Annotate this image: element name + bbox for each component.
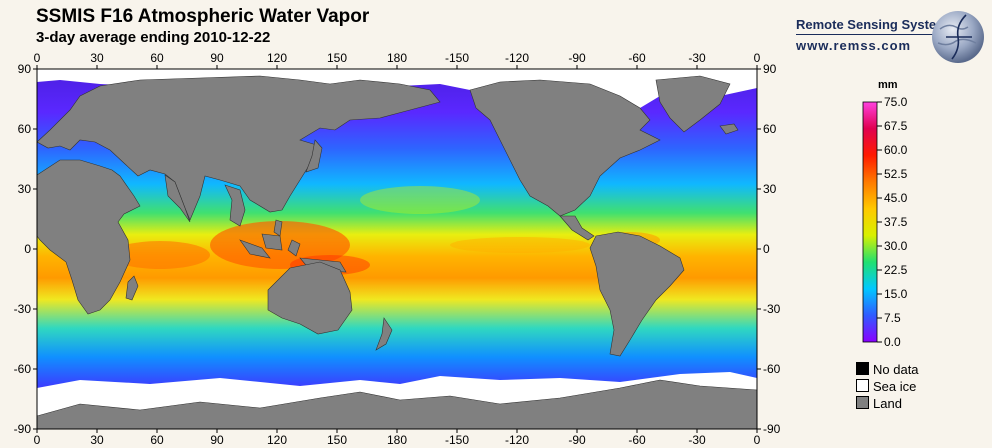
longitude-label-top: -90 <box>568 51 586 65</box>
longitude-label-top: 90 <box>210 51 224 65</box>
colorbar-tick-label: 0.0 <box>884 335 901 349</box>
latitude-label-left: -30 <box>14 302 32 316</box>
longitude-label-top: 0 <box>754 51 761 65</box>
colorbar-gradient <box>862 101 878 343</box>
longitude-label-top: 150 <box>327 51 347 65</box>
water-vapor-map: 0 30 60 90 120 150 180 -150 -120 -90 -60 -30 0 0 30 60… <box>14 51 781 447</box>
indian-ocean-hotspot <box>110 241 210 269</box>
colorbar-tick-label: 60.0 <box>884 143 908 157</box>
longitude-label-bottom: 180 <box>387 433 407 447</box>
top-longitude-labels: 0 30 60 90 120 150 180 -150 -120 -90 -60 -30 0 <box>34 51 761 65</box>
colorbar-tick-label: 7.5 <box>884 311 901 325</box>
colorbar-tick-label: 67.5 <box>884 119 908 133</box>
legend-label-sea-ice: Sea ice <box>873 379 917 394</box>
longitude-label-bottom: 0 <box>34 433 41 447</box>
longitude-label-bottom: 0 <box>754 433 761 447</box>
latitude-label-right: 60 <box>763 122 777 136</box>
latitude-label-left: 0 <box>24 242 31 256</box>
right-latitude-labels: 90 60 30 0 -30 -60 -90 <box>763 62 781 436</box>
colorbar-tick-label: 15.0 <box>884 287 908 301</box>
colorbar-tick-label: 22.5 <box>884 263 908 277</box>
brand-divider <box>796 34 952 35</box>
latitude-label-left: 60 <box>18 122 32 136</box>
legend-swatch-no-data <box>856 362 869 375</box>
longitude-label-top: -60 <box>628 51 646 65</box>
longitude-label-bottom: 120 <box>267 433 287 447</box>
globe-logo-icon <box>932 11 984 63</box>
longitude-label-bottom: -120 <box>505 433 529 447</box>
latitude-label-right: 0 <box>763 242 770 256</box>
longitude-label-top: -120 <box>505 51 529 65</box>
longitude-label-bottom: 150 <box>327 433 347 447</box>
longitude-label-top: 0 <box>34 51 41 65</box>
longitude-label-top: -30 <box>688 51 706 65</box>
colorbar-tick-label: 30.0 <box>884 239 908 253</box>
page-subtitle: 3-day average ending 2010-12-22 <box>36 29 271 46</box>
legend-land: Land <box>856 396 902 411</box>
latitude-label-left: 90 <box>18 62 32 76</box>
colorbar-tick-label: 75.0 <box>884 95 908 109</box>
latitude-label-left: 30 <box>18 182 32 196</box>
north-pacific-plume <box>360 186 480 214</box>
longitude-label-bottom: 30 <box>90 433 104 447</box>
brand-name: Remote Sensing Systems <box>796 17 955 32</box>
legend-swatch-land <box>856 396 869 409</box>
longitude-label-top: 180 <box>387 51 407 65</box>
longitude-label-bottom: 60 <box>150 433 164 447</box>
colorbar-tick-label: 45.0 <box>884 191 908 205</box>
latitude-label-right: -90 <box>763 422 781 436</box>
legend-label-no-data: No data <box>873 362 919 377</box>
colorbar-tick-label: 37.5 <box>884 215 908 229</box>
legend-sea-ice: Sea ice <box>856 379 916 394</box>
longitude-label-top: 120 <box>267 51 287 65</box>
colorbar: 75.0 67.5 60.0 52.5 45.0 37.5 30.0 22.5 15.0 7.5 0… <box>862 95 908 349</box>
bottom-longitude-labels: 0 30 60 90 120 150 180 -150 -120 -90 -60 -30 0 <box>34 433 761 447</box>
latitude-label-left: -90 <box>14 422 32 436</box>
longitude-label-top: 30 <box>90 51 104 65</box>
legend-no-data: No data <box>856 362 919 377</box>
latitude-label-left: -60 <box>14 362 32 376</box>
brand-url: www.remss.com <box>796 38 912 53</box>
legend-swatch-sea-ice <box>856 379 869 392</box>
longitude-label-bottom: -90 <box>568 433 586 447</box>
left-latitude-labels: 90 60 30 0 -30 -60 -90 <box>14 62 32 436</box>
longitude-label-bottom: -60 <box>628 433 646 447</box>
longitude-label-bottom: -150 <box>445 433 469 447</box>
latitude-label-right: -30 <box>763 302 781 316</box>
latitude-label-right: 30 <box>763 182 777 196</box>
page-title: SSMIS F16 Atmospheric Water Vapor <box>36 6 370 27</box>
colorbar-tick-label: 52.5 <box>884 167 908 181</box>
legend-label-land: Land <box>873 396 902 411</box>
longitude-label-bottom: 90 <box>210 433 224 447</box>
map-ticks <box>33 65 761 433</box>
latitude-label-right: -60 <box>763 362 781 376</box>
itcz-band <box>450 237 590 253</box>
longitude-label-bottom: -30 <box>688 433 706 447</box>
longitude-label-top: 60 <box>150 51 164 65</box>
latitude-label-right: 90 <box>763 62 777 76</box>
colorbar-units: mm <box>878 79 898 91</box>
longitude-label-top: -150 <box>445 51 469 65</box>
